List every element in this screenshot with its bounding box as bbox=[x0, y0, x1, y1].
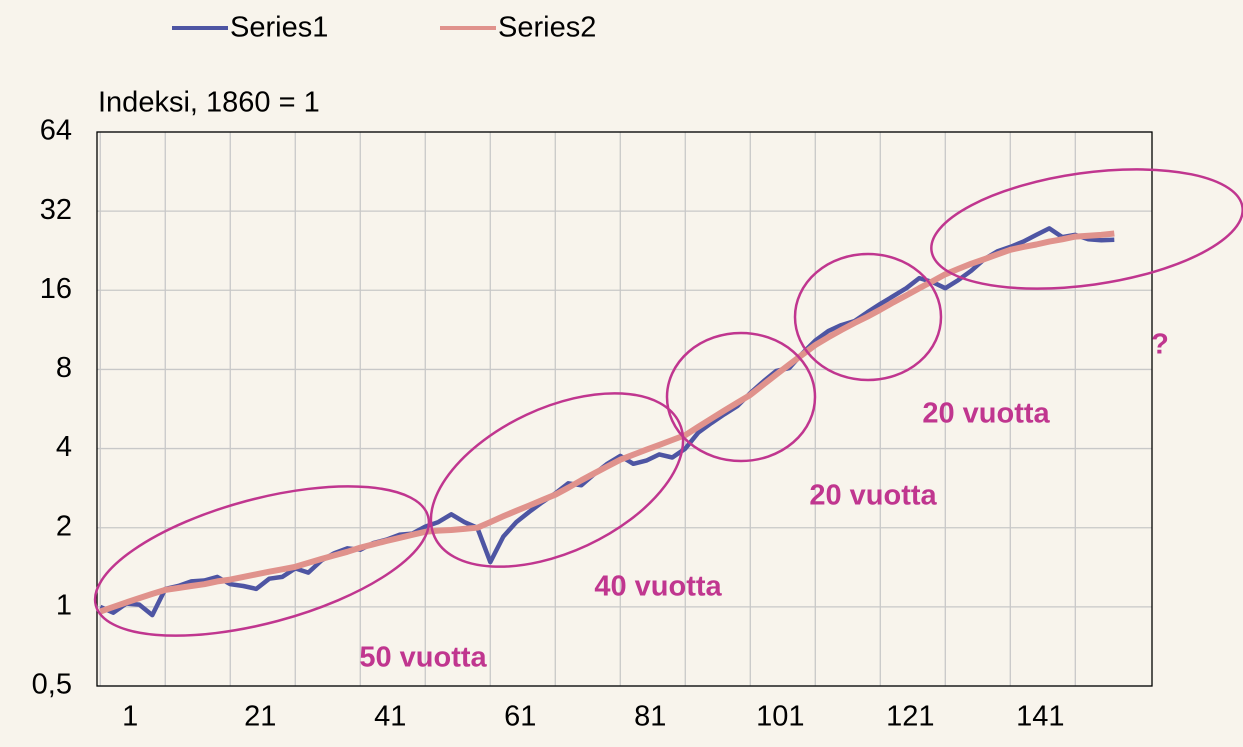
annotation: 50 vuotta bbox=[359, 642, 487, 674]
highlight-ellipse bbox=[429, 392, 685, 568]
x-tick-label: 121 bbox=[886, 701, 934, 733]
highlight-ellipse bbox=[93, 485, 431, 637]
x-tick-label: 21 bbox=[244, 701, 276, 733]
y-tick-label: 64 bbox=[40, 115, 72, 147]
y-tick-label: 4 bbox=[56, 431, 72, 463]
x-tick-label: 141 bbox=[1016, 701, 1064, 733]
x-tick-label: 1 bbox=[122, 701, 138, 733]
annotation: 20 vuotta bbox=[809, 480, 937, 512]
x-tick-label: 101 bbox=[756, 701, 804, 733]
annotation: 20 vuotta bbox=[922, 398, 1050, 430]
series-line bbox=[99, 230, 1115, 615]
plot-frame bbox=[96, 131, 1153, 687]
x-tick-label: 41 bbox=[374, 701, 406, 733]
highlight-ellipse bbox=[793, 252, 943, 382]
legend-label: Series2 bbox=[498, 12, 596, 44]
highlight-ellipse bbox=[665, 331, 817, 463]
x-tick-label: 61 bbox=[504, 701, 536, 733]
y-tick-label: 2 bbox=[56, 510, 72, 542]
x-tick-label: 81 bbox=[634, 701, 666, 733]
y-tick-label: 32 bbox=[40, 194, 72, 226]
highlight-ellipse bbox=[930, 168, 1243, 290]
annotation: 40 vuotta bbox=[594, 571, 722, 603]
annotation: ? bbox=[1151, 329, 1169, 361]
y-tick-label: 8 bbox=[56, 352, 72, 384]
legend-label: Series1 bbox=[230, 12, 328, 44]
y-axis-label: Indeksi, 1860 = 1 bbox=[98, 87, 320, 119]
y-tick-label: 0,5 bbox=[32, 669, 72, 701]
y-tick-label: 16 bbox=[40, 273, 72, 305]
y-tick-label: 1 bbox=[56, 590, 72, 622]
